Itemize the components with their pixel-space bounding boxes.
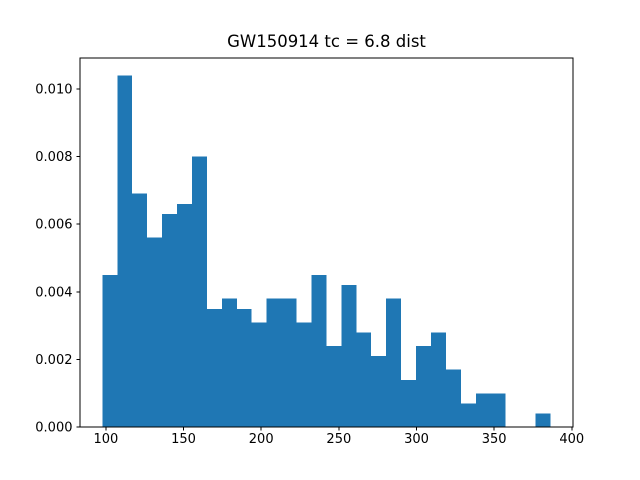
x-axis-tick-label: 350: [482, 432, 507, 447]
histogram-bar: [401, 379, 417, 428]
histogram-bar: [251, 322, 267, 428]
x-axis-tick-label: 100: [94, 432, 119, 447]
bars-layer: [102, 75, 551, 428]
histogram-bar: [416, 345, 431, 428]
histogram-bar: [206, 308, 222, 428]
y-axis-tick-label: 0.004: [35, 285, 72, 300]
histogram-bar: [236, 308, 252, 428]
histogram-bar: [132, 193, 148, 428]
x-axis-tick-label: 150: [171, 432, 196, 447]
histogram-bar: [445, 369, 461, 428]
histogram-bar: [162, 214, 178, 428]
histogram-bar: [386, 298, 402, 428]
histogram-bar: [371, 356, 387, 428]
histogram-bar: [102, 274, 118, 428]
histogram-bar: [490, 393, 506, 428]
histogram-bar: [535, 413, 551, 428]
histogram-bar: [177, 203, 192, 428]
x-axis-tick-label: 300: [404, 432, 429, 447]
y-axis-tick-label: 0.000: [35, 421, 72, 436]
histogram-bar: [341, 285, 357, 428]
axes-layer: 100 150 200 250 300 350 400 0.000 0.002 0.004 0.00…: [35, 57, 584, 447]
chart-title: GW150914 tc = 6.8 dist: [227, 32, 426, 51]
histogram-bar: [475, 393, 491, 428]
histogram-bar: [311, 274, 327, 428]
histogram-bar: [221, 298, 237, 428]
histogram-bar: [147, 237, 163, 428]
histogram-bar: [191, 156, 207, 428]
histogram-bar: [266, 298, 282, 428]
histogram-bar: [117, 75, 133, 428]
y-axis-tick-label: 0.010: [35, 82, 72, 97]
histogram-bar: [430, 332, 446, 428]
x-axis-tick-label: 200: [249, 432, 274, 447]
y-axis-tick-label: 0.008: [35, 150, 72, 165]
histogram-bar: [460, 403, 476, 428]
y-axis-tick-label: 0.006: [35, 218, 72, 233]
axes-frame: [79, 57, 574, 428]
x-axis-tick-label: 400: [559, 432, 584, 447]
x-axis-tick-label: 250: [326, 432, 351, 447]
histogram-bar: [281, 298, 297, 428]
histogram-bar: [356, 332, 372, 428]
histogram-bar: [326, 345, 342, 428]
histogram-bar: [296, 322, 312, 428]
y-axis-tick-label: 0.002: [35, 353, 72, 368]
